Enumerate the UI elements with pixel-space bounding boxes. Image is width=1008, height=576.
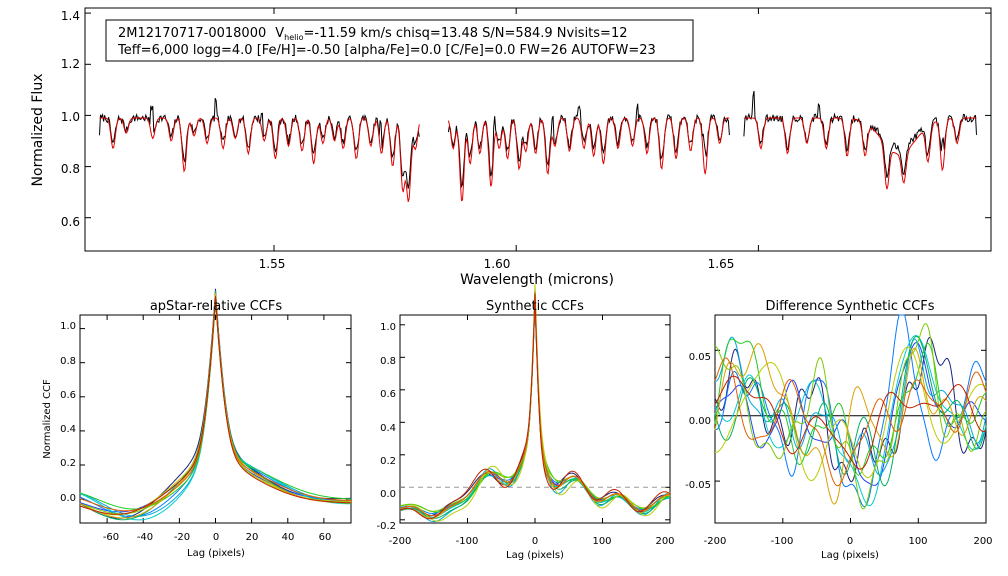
spectrum-ytick-label: 1.4 [61, 9, 80, 23]
synthetic-ccf-xtick-label: -200 [389, 536, 412, 547]
difference-ccf-line [714, 335, 987, 487]
apstar-ccf-ytick-label: 0.2 [60, 458, 76, 469]
info-line-1: 2M12170717-0018000 Vhelio=-11.59 km/s chi… [118, 26, 628, 42]
info-line-2: Teff=6,000 logg=4.0 [Fe/H]=-0.50 [alpha/… [117, 43, 656, 58]
difference-ccf-xtick-label: -200 [704, 536, 727, 547]
model-spectrum-line [743, 117, 977, 190]
difference-ccf-panel: Difference Synthetic CCFs -200 -100 0 10… [685, 299, 992, 561]
synthetic-ccf-line [399, 284, 671, 522]
synthetic-ccf-ytick-label: 0.4 [380, 423, 396, 434]
apstar-ccf-x-axis-label: Lag (pixels) [187, 548, 245, 559]
spectrum-panel: 1.55 1.60 1.65 0.6 0.8 1.0 1.2 1.4 Wavel… [30, 7, 992, 288]
spectrum-axis-ticks [85, 8, 991, 251]
spectrum-ytick-label: 0.6 [61, 215, 80, 229]
model-spectrum-line [447, 117, 730, 202]
apstar-ccf-line [79, 296, 352, 515]
synthetic-ccf-ytick-label: 0.2 [380, 456, 396, 467]
difference-ccf-line [714, 375, 987, 470]
apstar-ccf-axis-ticks [80, 315, 351, 523]
difference-ccf-lines [714, 314, 987, 510]
difference-ccf-xtick-label: 100 [908, 536, 927, 547]
difference-ccf-xtick-label: 0 [847, 536, 853, 547]
synthetic-ccf-ytick-label: 0.0 [380, 489, 396, 500]
synthetic-ccf-ytick-label: 1.0 [380, 322, 396, 333]
difference-ccf-xtick-label: -100 [771, 536, 794, 547]
spectrum-xtick-label: 1.55 [259, 257, 286, 271]
apstar-ccf-xtick-label: -60 [103, 532, 119, 543]
v-helio-symbol: V [275, 26, 284, 41]
spectrum-y-axis-label: Normalized Flux [30, 74, 46, 187]
difference-ccf-x-axis-label: Lag (pixels) [821, 550, 879, 561]
apstar-ccf-xtick-label: 20 [246, 532, 259, 543]
difference-ccf-ytick-label: 0.00 [689, 416, 711, 427]
spectrum-xtick-label: 1.60 [484, 257, 511, 271]
synthetic-ccf-panel: Synthetic CCFs -200 -100 0 100 200 -0.2 … [376, 284, 675, 561]
synthetic-ccf-title: Synthetic CCFs [486, 299, 584, 314]
synthetic-ccf-xtick-label: 0 [532, 536, 538, 547]
difference-ccf-line [714, 343, 987, 505]
apstar-ccf-ytick-label: 0.0 [60, 493, 76, 504]
spectrum-lines [99, 90, 977, 203]
info-line-1-values: =-11.59 km/s chisq=13.48 S/N=584.9 Nvisi… [304, 26, 628, 41]
apstar-ccf-ytick-label: 0.8 [60, 356, 76, 367]
synthetic-ccf-ytick-label: -0.2 [376, 521, 396, 532]
spectrum-xtick-label: 1.65 [708, 257, 735, 271]
v-helio-subscript: helio [284, 33, 303, 42]
synthetic-ccf-xtick-label: 100 [592, 536, 611, 547]
apstar-ccf-y-axis-label: Normalized CCF [42, 379, 53, 459]
synthetic-ccf-line [399, 293, 671, 520]
synthetic-ccf-xtick-label: 200 [655, 536, 674, 547]
apstar-ccf-xtick-label: -20 [174, 532, 190, 543]
spectrum-plot-frame [84, 7, 992, 252]
apstar-ccf-xtick-label: 0 [213, 532, 219, 543]
apstar-ccf-ytick-label: 1.0 [60, 321, 76, 332]
apstar-ccf-panel: apStar-relative CCFs -60 -40 -20 0 20 40… [42, 288, 352, 559]
spectrum-x-axis-label: Wavelength (microns) [460, 272, 614, 288]
apstar-ccf-xtick-label: 40 [282, 532, 295, 543]
info-box-frame [105, 19, 694, 62]
difference-ccf-line [715, 346, 987, 482]
model-spectrum-line [99, 117, 420, 203]
difference-ccf-title: Difference Synthetic CCFs [765, 299, 934, 314]
object-id: 2M12170717-0018000 [118, 26, 266, 41]
synthetic-ccf-ytick-label: 0.6 [380, 389, 396, 400]
difference-ccf-line [714, 323, 987, 510]
difference-ccf-xtick-label: 200 [973, 536, 992, 547]
apstar-ccf-ytick-label: 0.4 [60, 424, 76, 435]
difference-ccf-ytick-label: -0.05 [685, 480, 711, 491]
synthetic-ccf-xtick-label: -100 [456, 536, 479, 547]
synthetic-ccf-lines [399, 284, 671, 523]
spectrum-ytick-label: 0.8 [61, 162, 80, 176]
info-box: 2M12170717-0018000 Vhelio=-11.59 km/s chi… [105, 19, 694, 62]
apstar-ccf-lines [79, 288, 352, 521]
difference-ccf-line [715, 314, 987, 508]
synthetic-ccf-x-axis-label: Lag (pixels) [506, 550, 564, 561]
spectrum-ytick-label: 1.2 [61, 57, 80, 71]
apstar-ccf-xtick-label: 60 [319, 532, 332, 543]
apstar-ccf-ytick-label: 0.6 [60, 390, 76, 401]
apstar-ccf-title: apStar-relative CCFs [150, 299, 283, 314]
apstar-ccf-xtick-label: -40 [137, 532, 153, 543]
difference-ccf-line [714, 342, 987, 486]
difference-ccf-ytick-label: 0.05 [689, 352, 711, 363]
spectrum-ytick-label: 1.0 [61, 110, 80, 124]
observed-spectrum-line [99, 98, 420, 189]
synthetic-ccf-ytick-label: 0.8 [380, 356, 396, 367]
